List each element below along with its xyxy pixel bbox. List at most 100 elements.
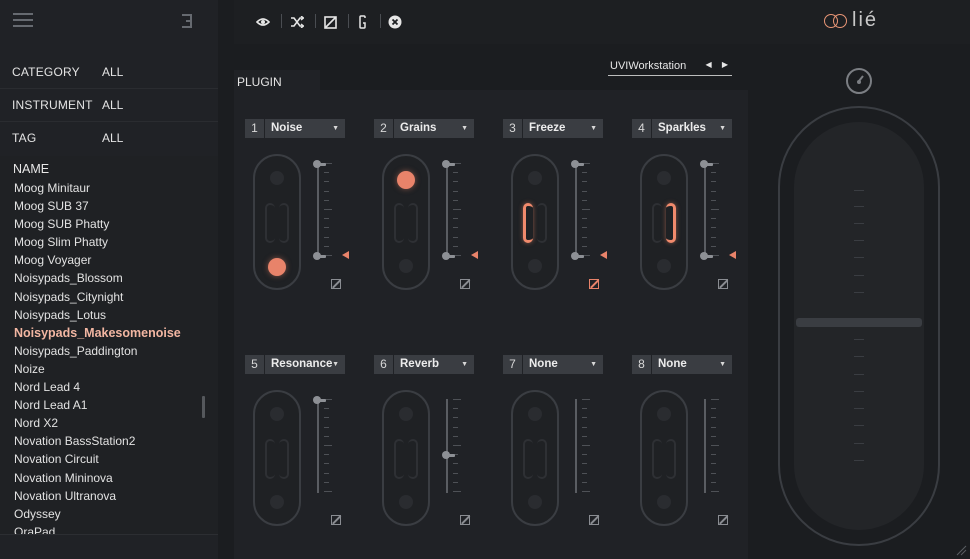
list-item[interactable]: Noisypads_Paddington <box>14 343 138 358</box>
effect-selector[interactable]: Freeze ▼ <box>523 119 603 138</box>
resize-grip-icon[interactable] <box>955 544 967 556</box>
bypass-all-icon[interactable] <box>320 12 340 32</box>
effect-selector[interactable]: None ▼ <box>652 355 732 374</box>
effect-xy-pad[interactable] <box>253 154 301 290</box>
effect-slot-4: 4 Sparkles ▼ <box>632 119 736 319</box>
macro-handle[interactable] <box>796 318 922 327</box>
effect-selector[interactable]: Resonance ▼ <box>265 355 345 374</box>
tab-plugin[interactable]: PLUGIN <box>234 70 320 91</box>
list-item[interactable]: Odyssey <box>14 506 61 521</box>
effect-mix-fader[interactable] <box>313 396 338 495</box>
bypass-toggle-icon[interactable] <box>460 515 470 525</box>
clip-icon[interactable] <box>353 12 373 32</box>
slot-header: 2 Grains ▼ <box>374 119 474 138</box>
macro-tick <box>854 443 864 444</box>
macro-tick <box>854 292 864 293</box>
pad-handle[interactable] <box>397 171 415 189</box>
effect-slot-6: 6 Reverb ▼ <box>374 355 478 555</box>
effect-mix-fader[interactable] <box>313 160 349 260</box>
list-item[interactable]: Moog Minitaur <box>14 181 91 195</box>
list-item[interactable]: Moog SUB 37 <box>14 199 89 214</box>
effect-xy-pad[interactable] <box>511 154 559 290</box>
effect-selector[interactable]: Reverb ▼ <box>394 355 474 374</box>
effect-mix-fader[interactable] <box>571 160 607 260</box>
list-item[interactable]: Noisypads_Blossom <box>14 271 123 286</box>
eye-icon[interactable] <box>253 12 273 32</box>
effect-xy-pad[interactable] <box>511 390 559 526</box>
list-item[interactable]: Noisypads_Lotus <box>14 307 107 322</box>
slot-number: 3 <box>503 119 522 138</box>
bypass-toggle-icon[interactable] <box>589 515 599 525</box>
pad-handle[interactable] <box>268 258 286 276</box>
effect-selector[interactable]: Sparkles ▼ <box>652 119 732 138</box>
list-item[interactable]: Moog Slim Phatty <box>14 235 109 250</box>
effect-selector[interactable]: None ▼ <box>523 355 603 374</box>
plugin-host-selector[interactable]: UVIWorkstation ◀ ▶ <box>608 58 732 76</box>
list-item[interactable]: Nord Lead A1 <box>14 398 88 413</box>
list-item[interactable]: OraPad <box>14 524 56 536</box>
bypass-toggle-icon[interactable] <box>718 515 728 525</box>
list-item[interactable]: Noisypads_Makesomenoise <box>14 325 181 340</box>
effect-mix-fader[interactable] <box>442 399 467 495</box>
list-item[interactable]: Moog Voyager <box>14 253 92 268</box>
logo-text: lié <box>852 9 879 31</box>
effect-name: Reverb <box>400 358 439 370</box>
gauge-icon[interactable] <box>846 68 872 94</box>
bypass-toggle-icon[interactable] <box>718 279 728 289</box>
effect-slot-5: 5 Resonance ▼ <box>245 355 349 555</box>
effect-xy-pad[interactable] <box>253 390 301 526</box>
effect-xy-pad[interactable] <box>382 390 430 526</box>
list-item[interactable]: Novation BassStation2 <box>14 434 136 449</box>
list-item[interactable]: Noisypads_Citynight <box>14 289 124 304</box>
slot-header: 7 None ▼ <box>503 355 603 374</box>
bypass-toggle-icon[interactable] <box>589 279 599 289</box>
prev-next-arrows-icon[interactable]: ◀ ▶ <box>705 60 732 69</box>
slot-number: 4 <box>632 119 651 138</box>
close-icon[interactable] <box>385 12 405 32</box>
shuffle-icon[interactable] <box>287 12 307 32</box>
effect-selector[interactable]: Grains ▼ <box>394 119 474 138</box>
effect-mix-fader[interactable] <box>700 160 736 260</box>
macro-tick <box>854 460 864 461</box>
category-filter-value[interactable]: ALL <box>102 65 124 79</box>
effect-slot-1: 1 Noise ▼ <box>245 119 349 319</box>
macro-tick <box>854 206 864 207</box>
sidebar-header <box>0 0 218 44</box>
slot-number: 7 <box>503 355 522 374</box>
list-item[interactable]: Noize <box>14 361 45 376</box>
collapse-sidebar-icon[interactable] <box>180 12 192 30</box>
effect-xy-pad[interactable] <box>382 154 430 290</box>
effect-selector[interactable]: Noise ▼ <box>265 119 345 138</box>
menu-icon[interactable] <box>13 13 33 29</box>
bypass-toggle-icon[interactable] <box>460 279 470 289</box>
list-item[interactable]: Novation Circuit <box>14 452 99 467</box>
bypass-toggle-icon[interactable] <box>331 279 341 289</box>
name-column-header[interactable]: NAME <box>13 162 50 176</box>
slot-number: 1 <box>245 119 264 138</box>
tag-filter[interactable]: TAG ALL <box>0 122 218 155</box>
list-scrollbar[interactable] <box>202 396 205 418</box>
effect-slot-7: 7 None ▼ <box>503 355 607 555</box>
effect-mix-fader[interactable] <box>442 160 478 260</box>
bypass-toggle-icon[interactable] <box>331 515 341 525</box>
preset-list[interactable]: NAME Moog Minitaur Moog SUB 37 Moog SUB Ph… <box>0 156 218 536</box>
chevron-down-icon: ▼ <box>461 125 468 132</box>
list-item[interactable]: Nord X2 <box>14 416 59 431</box>
list-item[interactable]: Nord Lead 4 <box>14 380 81 395</box>
list-item[interactable]: Moog SUB Phatty <box>14 217 110 232</box>
effect-mix-fader[interactable] <box>572 399 596 495</box>
macro-xy-control[interactable] <box>778 106 940 546</box>
list-item[interactable]: Novation Mininova <box>14 470 113 485</box>
tag-filter-label: TAG <box>12 131 37 145</box>
macro-tick <box>854 257 864 258</box>
effect-mix-fader[interactable] <box>701 399 725 495</box>
list-item[interactable]: Novation Ultranova <box>14 488 117 503</box>
tag-filter-value[interactable]: ALL <box>102 131 124 145</box>
category-filter[interactable]: CATEGORY ALL <box>0 56 218 89</box>
effect-xy-pad[interactable] <box>640 154 688 290</box>
effect-xy-pad[interactable] <box>640 390 688 526</box>
instrument-filter-value[interactable]: ALL <box>102 98 124 112</box>
effect-name: Noise <box>271 122 303 134</box>
instrument-filter[interactable]: INSTRUMENT ALL <box>0 89 218 122</box>
chevron-down-icon: ▼ <box>461 361 468 368</box>
